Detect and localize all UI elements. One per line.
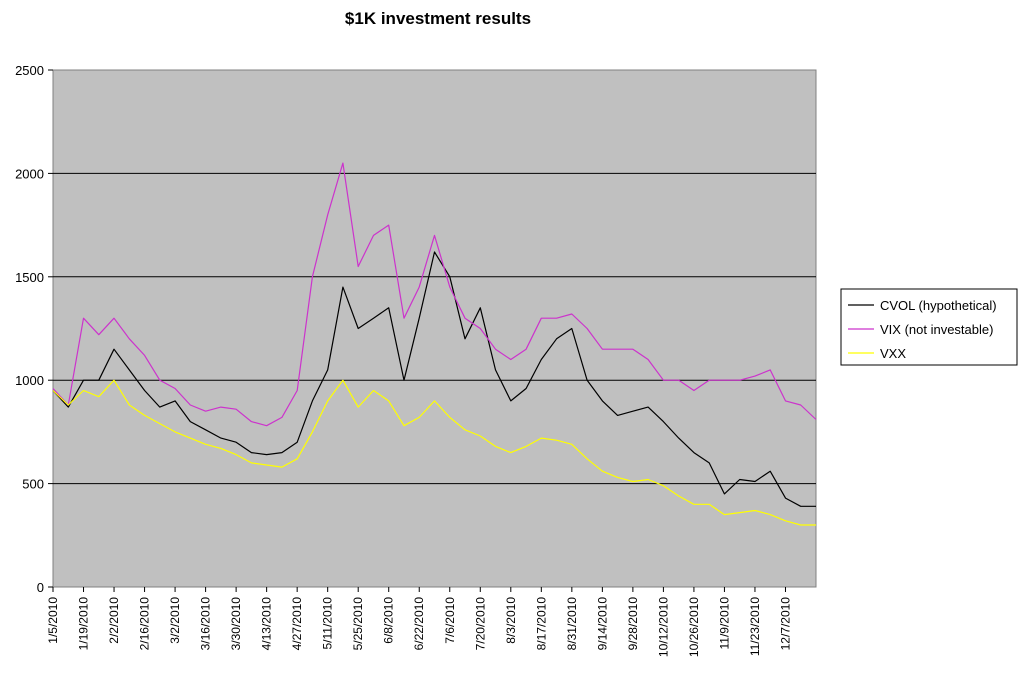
series-line-vix: [52, 162, 817, 427]
gridlines: [53, 172, 816, 485]
x-axis: 1/5/2010 1/19/2010 2/2/2010 2/16/2010 3/2/20…: [46, 587, 792, 657]
legend-label-cvol: CVOL (hypothetical): [880, 298, 997, 313]
plot-area: [52, 69, 817, 588]
x-tick-label: 8/31/2010: [565, 597, 579, 651]
x-tick-label: 11/23/2010: [748, 597, 762, 656]
x-tick-label: 1/5/2010: [46, 597, 60, 644]
y-tick-label: 1000: [15, 373, 44, 388]
x-tick-label: 10/26/2010: [687, 597, 701, 657]
x-tick-label: 6/22/2010: [412, 597, 426, 651]
y-tick-label: 2000: [15, 166, 44, 181]
x-tick-label: 4/27/2010: [290, 597, 304, 651]
x-tick-label: 9/28/2010: [626, 597, 640, 651]
series-line-vxx: [52, 379, 816, 526]
x-tick-label: 2/16/2010: [138, 597, 152, 651]
x-tick-label: 4/13/2010: [260, 597, 274, 651]
y-tick-label: 0: [37, 580, 44, 595]
x-tick-label: 12/7/2010: [778, 597, 792, 651]
x-tick-label: 7/20/2010: [473, 597, 487, 651]
series-lines: [52, 162, 817, 526]
x-tick-label: 1/19/2010: [77, 597, 91, 651]
x-tick-label: 7/6/2010: [443, 597, 457, 644]
y-tick-label: 1500: [15, 270, 44, 285]
y-tick-label: 2500: [15, 63, 44, 78]
x-tick-label: 2/2/2010: [107, 597, 121, 644]
y-axis: 0 500 1000 1500 2000 2500: [15, 63, 53, 595]
legend-label-vxx: VXX: [880, 346, 906, 361]
x-tick-label: 6/8/2010: [382, 597, 396, 644]
x-tick-label: 3/2/2010: [168, 597, 182, 644]
series-line-cvol: [52, 251, 816, 507]
x-tick-label: 11/9/2010: [717, 597, 731, 650]
legend: CVOL (hypothetical) VIX (not investable)…: [840, 288, 1018, 366]
x-tick-label: 10/12/2010: [656, 597, 670, 657]
x-tick-label: 9/14/2010: [595, 597, 609, 651]
legend-box: [840, 288, 1018, 366]
x-tick-label: 8/17/2010: [534, 597, 548, 651]
x-tick-label: 5/11/2010: [321, 597, 335, 650]
x-tick-label: 5/25/2010: [351, 597, 365, 651]
x-tick-label: 3/30/2010: [229, 597, 243, 651]
x-tick-label: 8/3/2010: [504, 597, 518, 644]
chart-title: $1K investment results: [345, 9, 531, 28]
y-tick-label: 500: [22, 477, 44, 492]
x-tick-label: 3/16/2010: [199, 597, 213, 651]
legend-label-vix: VIX (not investable): [880, 322, 993, 337]
